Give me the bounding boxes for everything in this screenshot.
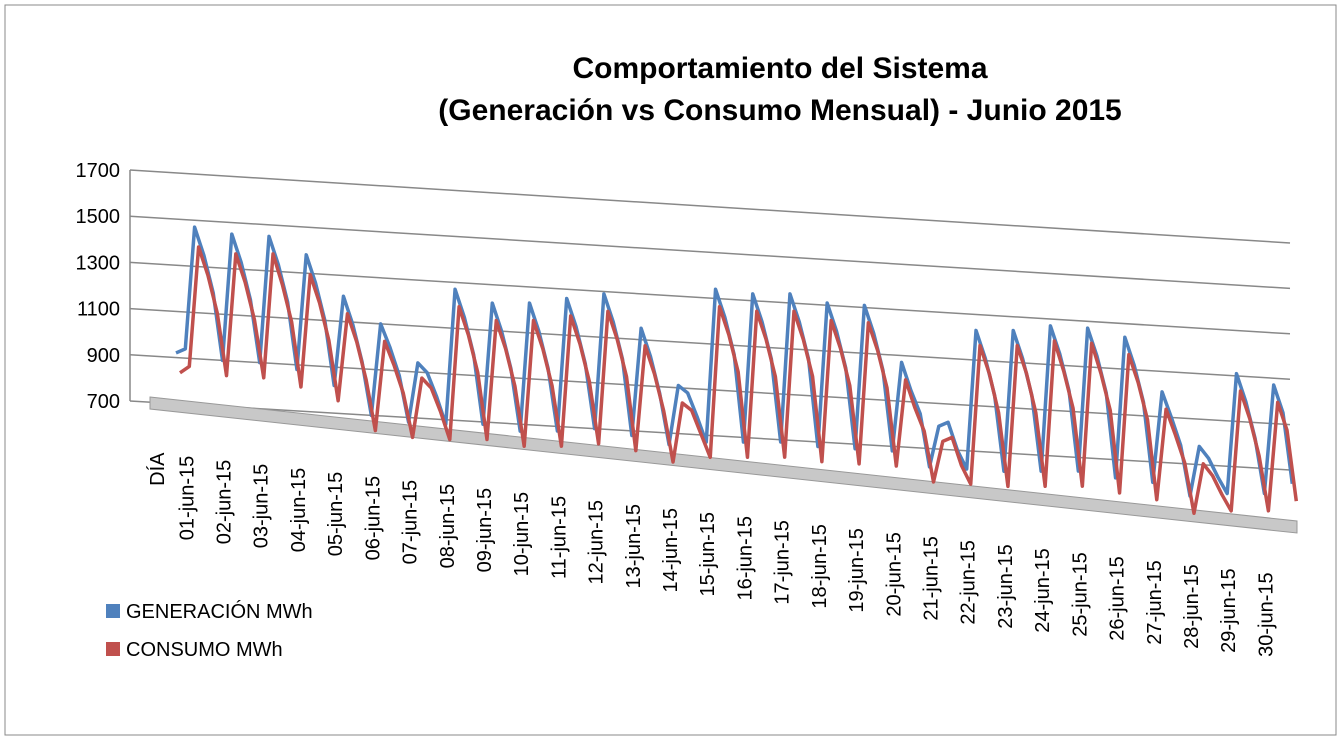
legend-swatch [106, 604, 120, 618]
x-tick-label: 21-jun-15 [921, 536, 943, 621]
x-tick-label: 22-jun-15 [958, 540, 980, 625]
y-tick-label: 1700 [76, 160, 121, 182]
chart-title: Comportamiento del Sistema [572, 52, 987, 85]
series-line [179, 245, 1299, 515]
y-tick-label: 900 [87, 345, 120, 367]
x-tick-label: 09-jun-15 [474, 488, 496, 573]
x-tick-label: 12-jun-15 [586, 500, 608, 585]
x-tick-label: 01-jun-15 [176, 456, 198, 541]
x-tick-label: 25-jun-15 [1069, 552, 1091, 637]
x-tick-label: 20-jun-15 [883, 532, 905, 617]
x-tick-label: 10-jun-15 [511, 492, 533, 577]
x-tick-label: 16-jun-15 [734, 516, 756, 601]
x-tick-label: 15-jun-15 [697, 512, 719, 597]
y-tick-label: 700 [87, 391, 120, 413]
x-tick-label: 18-jun-15 [809, 524, 831, 609]
x-tick-label: 24-jun-15 [1032, 548, 1054, 633]
grid-line [129, 215, 1291, 290]
legend-swatch [106, 642, 120, 656]
x-tick-label: 19-jun-15 [846, 528, 868, 613]
x-tick-label: 29-jun-15 [1218, 568, 1240, 653]
x-tick-label: 02-jun-15 [214, 460, 236, 545]
x-tick-label: DÍA [146, 452, 169, 486]
x-tick-label: 26-jun-15 [1107, 556, 1129, 641]
y-tick-label: 1300 [76, 252, 121, 274]
x-tick-label: 11-jun-15 [548, 496, 570, 579]
x-tick-label: 23-jun-15 [995, 544, 1017, 629]
x-tick-label: 28-jun-15 [1181, 564, 1203, 649]
x-tick-label: 14-jun-15 [660, 508, 682, 593]
x-tick-label: 27-jun-15 [1144, 560, 1166, 645]
x-tick-label: 05-jun-15 [325, 472, 347, 557]
y-tick-label: 1100 [77, 299, 120, 321]
x-tick-label: 17-jun-15 [772, 520, 794, 605]
x-tick-label: 07-jun-15 [400, 480, 422, 565]
y-tick-label: 1500 [76, 206, 121, 228]
x-tick-label: 13-jun-15 [623, 504, 645, 589]
grid-line [129, 261, 1291, 335]
x-tick-label: 06-jun-15 [362, 476, 384, 561]
legend-label: CONSUMO MWh [126, 639, 283, 661]
legend-label: GENERACIÓN MWh [126, 600, 313, 623]
chart-title: (Generación vs Consumo Mensual) - Junio … [438, 94, 1122, 127]
x-axis-floor [149, 396, 1298, 534]
x-tick-label: 08-jun-15 [437, 484, 459, 569]
x-tick-label: 30-jun-15 [1255, 572, 1277, 657]
x-tick-label: 04-jun-15 [288, 468, 310, 553]
grid-line [129, 169, 1291, 244]
x-tick-label: 03-jun-15 [251, 464, 273, 549]
